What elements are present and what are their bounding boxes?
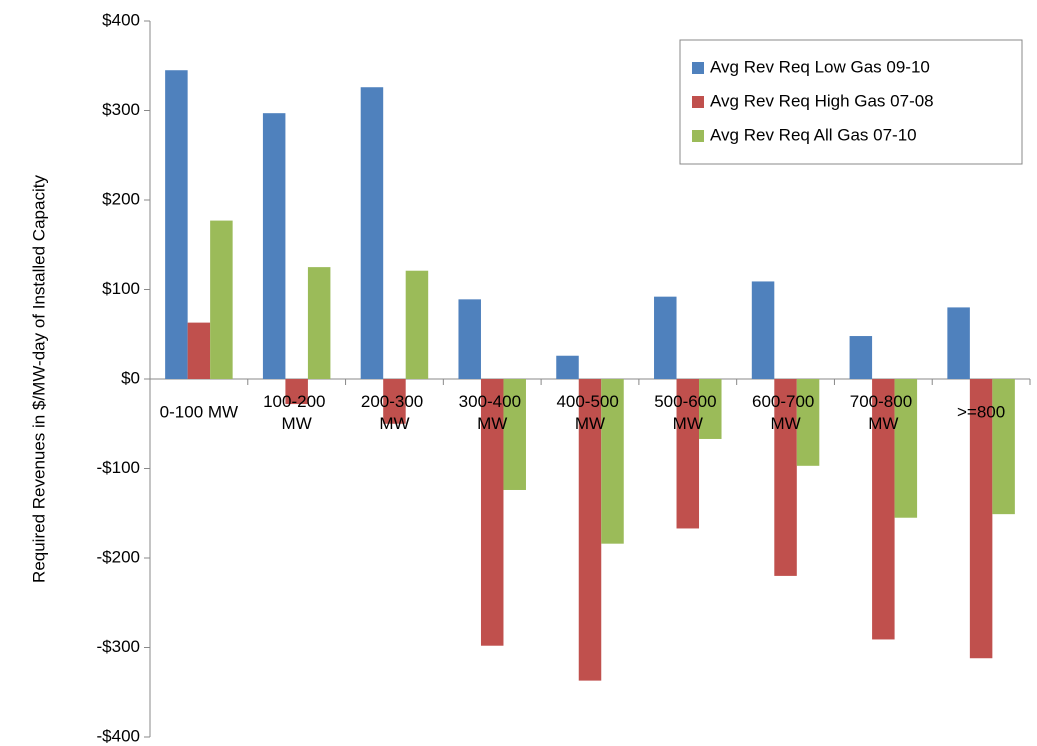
bar [969,379,993,659]
bar [285,379,308,405]
y-tick-label: -$400 [97,726,140,745]
x-tick-label-line: MW [477,414,507,433]
legend-swatch [692,130,704,142]
bar [578,379,602,681]
bar [947,307,970,379]
y-tick-label: -$200 [97,547,140,566]
bar [849,336,873,379]
bar [676,379,700,529]
bar [405,270,429,379]
x-tick-label-line: MW [868,414,898,433]
x-tick-label: 200-300 MW [361,392,428,433]
bar [796,379,820,466]
x-tick-label-line: MW [379,414,409,433]
bar [360,87,384,379]
y-tick-label: $400 [102,10,140,29]
bar [383,379,406,424]
y-axis-title: Required Revenues in $/MW-day of Install… [29,175,48,583]
y-tick-label: -$300 [97,637,140,656]
x-tick-label: 600-700 MW [752,392,819,433]
x-tick-label-line: MW [575,414,605,433]
bar [556,355,579,379]
legend-swatch [692,62,704,74]
x-tick-label: 0-100 MW [160,402,238,421]
bar [894,379,918,518]
x-tick-label-line: MW [673,414,703,433]
y-tick-label: -$100 [97,458,140,477]
x-tick-label-line: 500-600 [654,392,721,411]
x-tick-label-line: 300-400 [459,392,526,411]
x-tick-label-line: MW [770,414,800,433]
bar [751,281,775,379]
x-tick-label-line: 400-500 [556,392,623,411]
y-tick-label: $0 [121,368,140,387]
x-tick-label: 500-600 MW [654,392,721,433]
x-tick-label-line: 700-800 [850,392,917,411]
bar [992,379,1015,515]
bar [654,296,677,379]
y-tick-label: $200 [102,189,140,208]
x-tick-label: 700-800 MW [850,392,917,433]
x-tick-label-line: MW [282,414,312,433]
bar [601,379,624,544]
bar [699,379,722,439]
bar [307,267,331,379]
legend-box [679,39,1023,165]
y-tick-label: $300 [102,100,140,119]
bar [503,379,526,490]
legend-label: Avg Rev Req All Gas 07-10 [710,125,917,144]
legend-label: Avg Rev Req High Gas 07-08 [710,91,934,110]
bar [458,299,481,379]
bar [872,379,895,640]
x-tick-label: 300-400 MW [459,392,526,433]
bar [774,379,797,576]
x-tick-label-line: 200-300 [361,392,428,411]
bar [480,379,504,646]
legend-swatch [692,96,704,108]
bar [187,322,211,379]
x-tick-label-line: 600-700 [752,392,819,411]
x-tick-label: >=800 [957,402,1005,421]
x-tick-label: 400-500 MW [556,392,623,433]
bar [165,70,188,379]
bar [262,113,286,379]
legend-label: Avg Rev Req Low Gas 09-10 [710,57,930,76]
bar [210,220,233,379]
x-tick-label-line: 100-200 [263,392,330,411]
x-tick-label: 100-200 MW [263,392,330,433]
y-tick-label: $100 [102,279,140,298]
